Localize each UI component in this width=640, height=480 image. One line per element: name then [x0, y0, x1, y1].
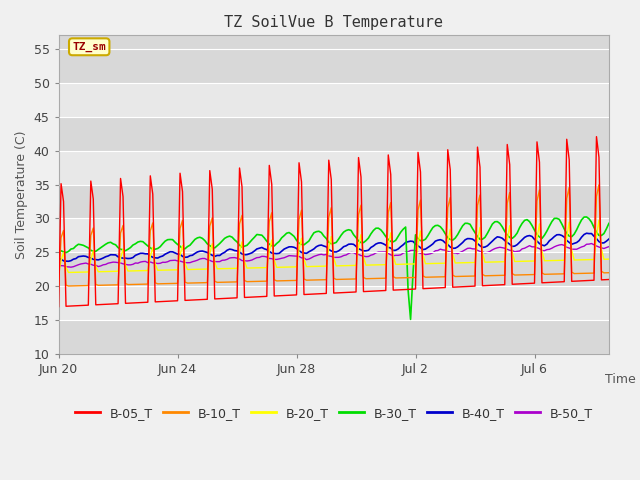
Title: TZ SoilVue B Temperature: TZ SoilVue B Temperature [224, 15, 444, 30]
Bar [59, 36, 609, 83]
Bar [59, 83, 609, 117]
X-axis label: Time: Time [605, 373, 636, 386]
Bar [59, 218, 609, 252]
Legend: B-05_T, B-10_T, B-20_T, B-30_T, B-40_T, B-50_T: B-05_T, B-10_T, B-20_T, B-30_T, B-40_T, … [70, 402, 598, 425]
Text: TZ_sm: TZ_sm [72, 42, 106, 52]
Y-axis label: Soil Temperature (C): Soil Temperature (C) [15, 131, 28, 259]
Bar [59, 184, 609, 218]
Bar [59, 117, 609, 151]
Bar [59, 151, 609, 184]
Bar [59, 252, 609, 286]
Bar [59, 286, 609, 320]
Bar [59, 320, 609, 354]
